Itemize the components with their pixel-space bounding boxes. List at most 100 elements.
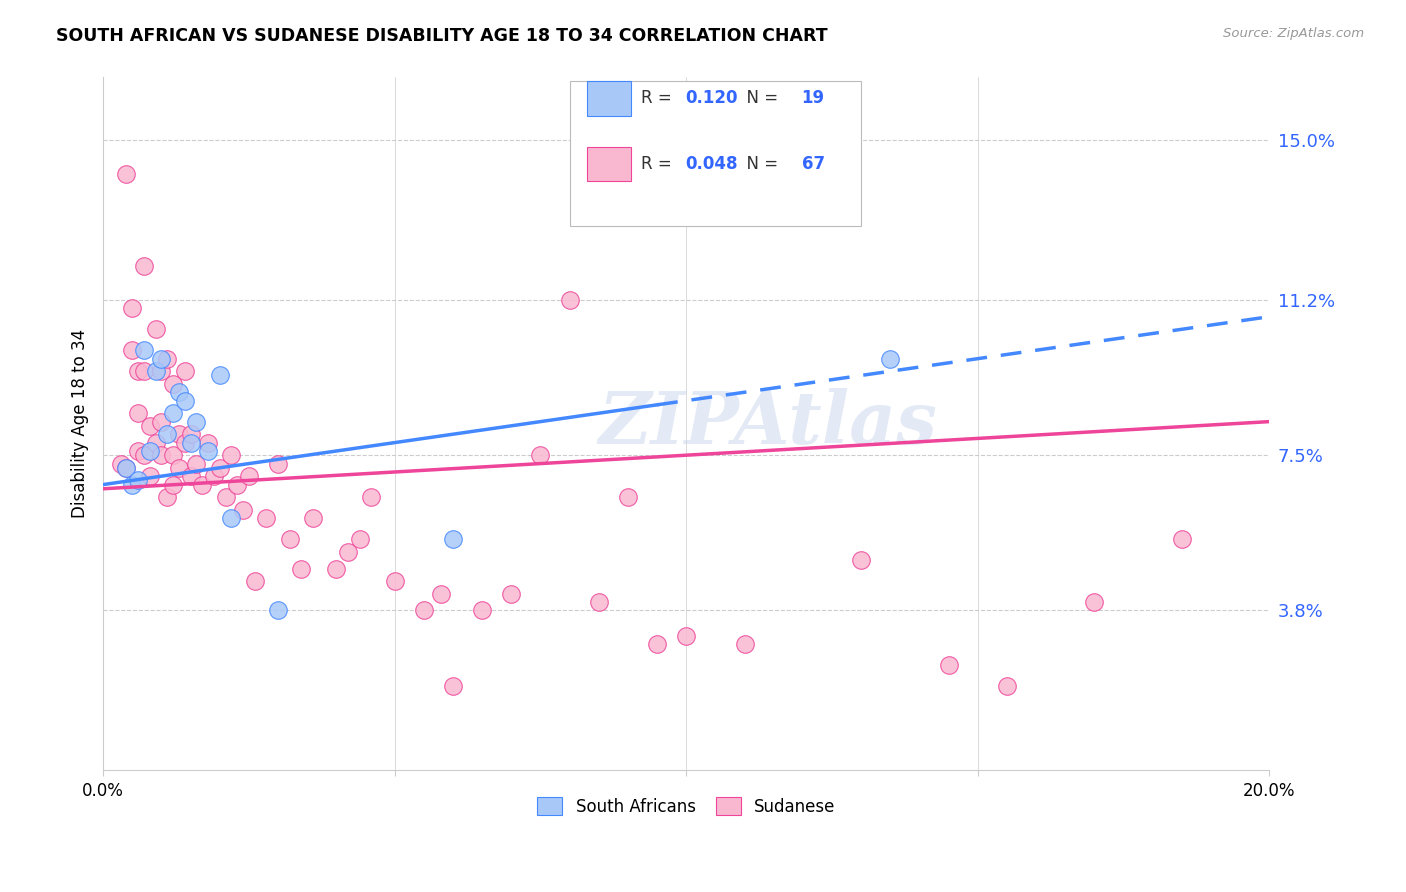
Point bbox=[849, 553, 872, 567]
Point bbox=[243, 574, 266, 588]
Point bbox=[115, 460, 138, 475]
Point bbox=[349, 532, 371, 546]
Point bbox=[645, 637, 668, 651]
Point bbox=[180, 427, 202, 442]
Text: 0.120: 0.120 bbox=[685, 89, 738, 107]
Point bbox=[162, 376, 184, 391]
Point bbox=[162, 406, 184, 420]
Point bbox=[145, 364, 167, 378]
Point bbox=[115, 167, 138, 181]
Text: R =: R = bbox=[641, 155, 676, 173]
Point bbox=[162, 448, 184, 462]
Text: 67: 67 bbox=[801, 155, 825, 173]
Point bbox=[167, 385, 190, 400]
Point bbox=[156, 427, 179, 442]
Text: R =: R = bbox=[641, 89, 676, 107]
Point bbox=[267, 457, 290, 471]
Point bbox=[441, 532, 464, 546]
Point bbox=[360, 490, 382, 504]
Point bbox=[208, 460, 231, 475]
Text: ZIPAtlas: ZIPAtlas bbox=[599, 388, 938, 459]
Point bbox=[221, 511, 243, 525]
Point bbox=[132, 260, 155, 274]
FancyBboxPatch shape bbox=[588, 146, 631, 181]
Text: 0.048: 0.048 bbox=[685, 155, 738, 173]
Point bbox=[337, 545, 360, 559]
Point bbox=[110, 457, 132, 471]
Point bbox=[173, 435, 195, 450]
Point bbox=[278, 532, 301, 546]
Point bbox=[938, 658, 960, 673]
Point bbox=[139, 444, 162, 458]
Point bbox=[156, 351, 179, 366]
Point bbox=[121, 301, 143, 316]
Point bbox=[995, 679, 1018, 693]
Text: N =: N = bbox=[737, 89, 783, 107]
Point bbox=[617, 490, 640, 504]
Point bbox=[675, 629, 697, 643]
Point bbox=[430, 587, 453, 601]
Point bbox=[558, 293, 581, 307]
Point bbox=[150, 351, 173, 366]
Point bbox=[132, 343, 155, 358]
Point bbox=[412, 603, 434, 617]
Point bbox=[132, 448, 155, 462]
Point bbox=[441, 679, 464, 693]
Point bbox=[162, 477, 184, 491]
FancyBboxPatch shape bbox=[569, 81, 860, 227]
Point bbox=[325, 561, 347, 575]
Point bbox=[121, 343, 143, 358]
Point bbox=[139, 469, 162, 483]
Point bbox=[290, 561, 312, 575]
Point bbox=[1083, 595, 1105, 609]
Point bbox=[127, 444, 149, 458]
Legend: South Africans, Sudanese: South Africans, Sudanese bbox=[529, 789, 844, 824]
Point bbox=[214, 490, 236, 504]
Point bbox=[180, 435, 202, 450]
Point bbox=[150, 415, 173, 429]
Point bbox=[197, 435, 219, 450]
Point bbox=[127, 406, 149, 420]
Point bbox=[186, 457, 208, 471]
Point bbox=[232, 502, 254, 516]
Point bbox=[127, 364, 149, 378]
Point bbox=[221, 448, 243, 462]
Point bbox=[180, 469, 202, 483]
Point bbox=[202, 469, 225, 483]
Point bbox=[197, 444, 219, 458]
Point bbox=[1171, 532, 1194, 546]
Point bbox=[588, 595, 610, 609]
Text: 19: 19 bbox=[801, 89, 825, 107]
Point bbox=[238, 469, 260, 483]
Point bbox=[879, 351, 901, 366]
Point bbox=[529, 448, 551, 462]
Point bbox=[139, 418, 162, 433]
Point bbox=[145, 322, 167, 336]
Point bbox=[167, 427, 190, 442]
Text: Source: ZipAtlas.com: Source: ZipAtlas.com bbox=[1223, 27, 1364, 40]
Point bbox=[115, 460, 138, 475]
Point bbox=[254, 511, 277, 525]
FancyBboxPatch shape bbox=[588, 81, 631, 116]
Point bbox=[208, 368, 231, 383]
Point bbox=[167, 460, 190, 475]
Point bbox=[384, 574, 406, 588]
Point bbox=[501, 587, 523, 601]
Point bbox=[132, 364, 155, 378]
Point bbox=[186, 415, 208, 429]
Y-axis label: Disability Age 18 to 34: Disability Age 18 to 34 bbox=[72, 329, 89, 518]
Point bbox=[226, 477, 249, 491]
Point bbox=[302, 511, 325, 525]
Point bbox=[145, 435, 167, 450]
Point bbox=[127, 474, 149, 488]
Text: N =: N = bbox=[737, 155, 783, 173]
Point bbox=[191, 477, 214, 491]
Point bbox=[173, 393, 195, 408]
Point bbox=[150, 364, 173, 378]
Point bbox=[734, 637, 756, 651]
Point bbox=[121, 477, 143, 491]
Text: SOUTH AFRICAN VS SUDANESE DISABILITY AGE 18 TO 34 CORRELATION CHART: SOUTH AFRICAN VS SUDANESE DISABILITY AGE… bbox=[56, 27, 828, 45]
Point bbox=[156, 490, 179, 504]
Point bbox=[173, 364, 195, 378]
Point bbox=[471, 603, 494, 617]
